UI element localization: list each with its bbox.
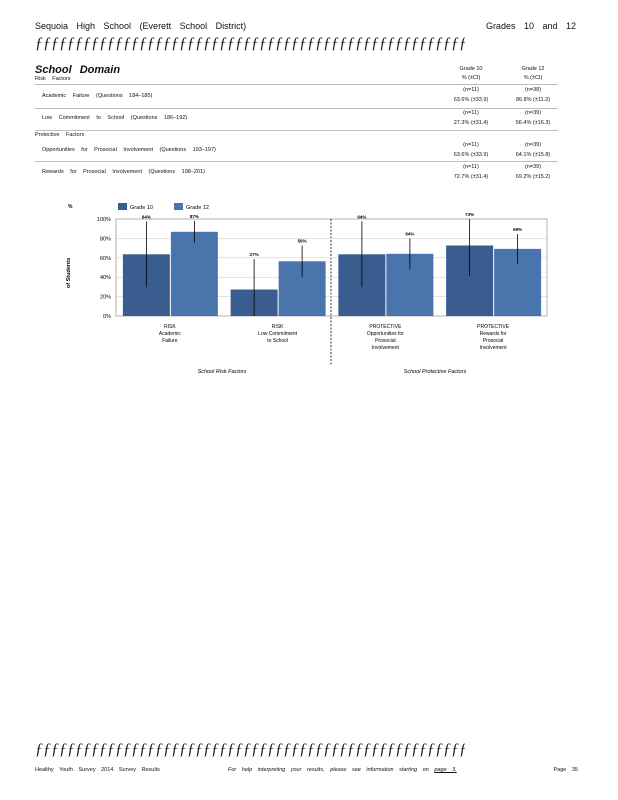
category-label: Failure xyxy=(162,338,178,344)
row-g10-n: (n=11) xyxy=(463,164,479,170)
row-g12-n: (n=39) xyxy=(524,110,542,116)
data-label: 27% xyxy=(250,252,259,257)
category-label: to School xyxy=(267,338,288,344)
category-label: RISK xyxy=(272,324,284,330)
row-g12-n: (n=39) xyxy=(524,164,542,170)
category-label: Involvement xyxy=(480,345,508,351)
rule xyxy=(35,161,558,162)
grade12-col-sub: % (±CI) xyxy=(523,75,543,81)
category-label: Opportunities for xyxy=(367,331,404,337)
group-label-risk: School Risk Factors xyxy=(198,369,247,375)
plot-frame xyxy=(115,218,548,317)
page-number: Page 35 xyxy=(553,767,579,773)
grades-label: Grades 10 and 12 xyxy=(485,21,576,31)
y-tick-label: 80% xyxy=(100,236,111,242)
grade10-col-title: Grade 10 xyxy=(459,66,483,72)
category-label: RISK xyxy=(164,324,176,330)
protective-factors-heading: Protective Factors xyxy=(35,132,85,138)
row-g10-value: 72.7% (±31.4) xyxy=(453,174,489,180)
row-g10-value: 63.6% (±33.9) xyxy=(453,97,489,103)
row-g10-n: (n=11) xyxy=(463,110,479,116)
data-label: 64% xyxy=(405,231,414,236)
school-name: Sequoia High School (Everett School Dist… xyxy=(35,21,247,31)
y-axis-pct-label: % xyxy=(68,204,73,210)
rule xyxy=(35,130,558,131)
help-page-link[interactable]: page 3. xyxy=(434,767,457,773)
category-label: Prosocial xyxy=(375,338,396,344)
row-g12-n: (n=39) xyxy=(524,142,542,148)
bar-grade12 xyxy=(170,231,218,316)
legend-label-grade10: Grade 10 xyxy=(130,205,153,211)
category-label: PROTECTIVE xyxy=(369,324,402,330)
footer-help-label: For help interpreting your results, plea… xyxy=(228,767,429,773)
y-tick-label: 100% xyxy=(97,217,111,223)
category-label: Rewards for xyxy=(480,331,507,337)
y-tick-label: 60% xyxy=(100,256,111,262)
row-g10-value: 27.3% (±31.4) xyxy=(453,120,489,126)
legend-label-grade12: Grade 12 xyxy=(186,205,209,211)
data-label: 69% xyxy=(513,227,522,232)
category-label: Involvement xyxy=(372,345,400,351)
row-g12-value: 69.2% (±15.2) xyxy=(515,174,551,180)
footer-help-text: For help interpreting your results, plea… xyxy=(228,767,457,773)
category-label: Prosocial xyxy=(483,338,504,344)
data-label: 64% xyxy=(142,214,151,219)
y-tick-label: 20% xyxy=(100,295,111,301)
row-label: Rewards for Prosocial Involvement (Quest… xyxy=(42,169,205,175)
y-tick-label: 40% xyxy=(100,275,111,281)
row-g12-value: 56.4% (±16.3) xyxy=(515,120,551,126)
data-label: 64% xyxy=(357,214,366,219)
legend-swatch-grade10 xyxy=(118,203,127,210)
row-g10-n: (n=11) xyxy=(463,87,479,93)
grade12-col-title: Grade 12 xyxy=(521,66,545,72)
row-g10-value: 63.6% (±33.9) xyxy=(453,152,489,158)
data-label: 56% xyxy=(298,238,307,243)
bar-chart: % of Students Grade 10 Grade 12 School R… xyxy=(66,203,548,375)
row-g10-n: (n=11) xyxy=(463,142,479,148)
category-label: Low Commitment xyxy=(258,331,298,337)
row-g12-value: 86.8% (±11.3) xyxy=(515,97,551,103)
y-axis-title: of Students xyxy=(66,258,72,288)
section-title: School Domain xyxy=(35,64,121,76)
legend-swatch-grade12 xyxy=(174,203,183,210)
header-decor-line: ƒƒƒƒƒƒƒƒƒƒƒƒƒƒƒƒƒƒƒƒƒƒƒƒƒƒƒƒƒƒƒƒƒƒƒƒƒƒƒƒ… xyxy=(35,35,465,52)
rule xyxy=(35,108,558,109)
footer-decor-line: ƒƒƒƒƒƒƒƒƒƒƒƒƒƒƒƒƒƒƒƒƒƒƒƒƒƒƒƒƒƒƒƒƒƒƒƒƒƒƒƒ… xyxy=(35,741,465,758)
data-label: 73% xyxy=(465,212,474,217)
row-g12-value: 64.1% (±15.8) xyxy=(515,152,551,158)
row-g12-n: (n=38) xyxy=(524,87,542,93)
row-label: Opportunities for Prosocial Involvement … xyxy=(42,147,216,153)
row-label: Low Commitment to School (Questions 186–… xyxy=(42,115,188,121)
category-label: PROTECTIVE xyxy=(477,324,510,330)
risk-factors-heading: Risk Factors xyxy=(35,76,71,82)
footer-survey-title: Healthy Youth Survey 2014 Survey Results xyxy=(35,767,160,773)
row-label: Academic Failure (Questions 184–185) xyxy=(42,93,153,99)
group-label-protective: School Protective Factors xyxy=(404,369,467,375)
rule xyxy=(35,84,558,85)
grade10-col-sub: % (±CI) xyxy=(461,75,481,81)
category-label: Academic xyxy=(159,331,181,337)
data-label: 87% xyxy=(190,214,199,219)
y-tick-label: 0% xyxy=(103,314,111,320)
